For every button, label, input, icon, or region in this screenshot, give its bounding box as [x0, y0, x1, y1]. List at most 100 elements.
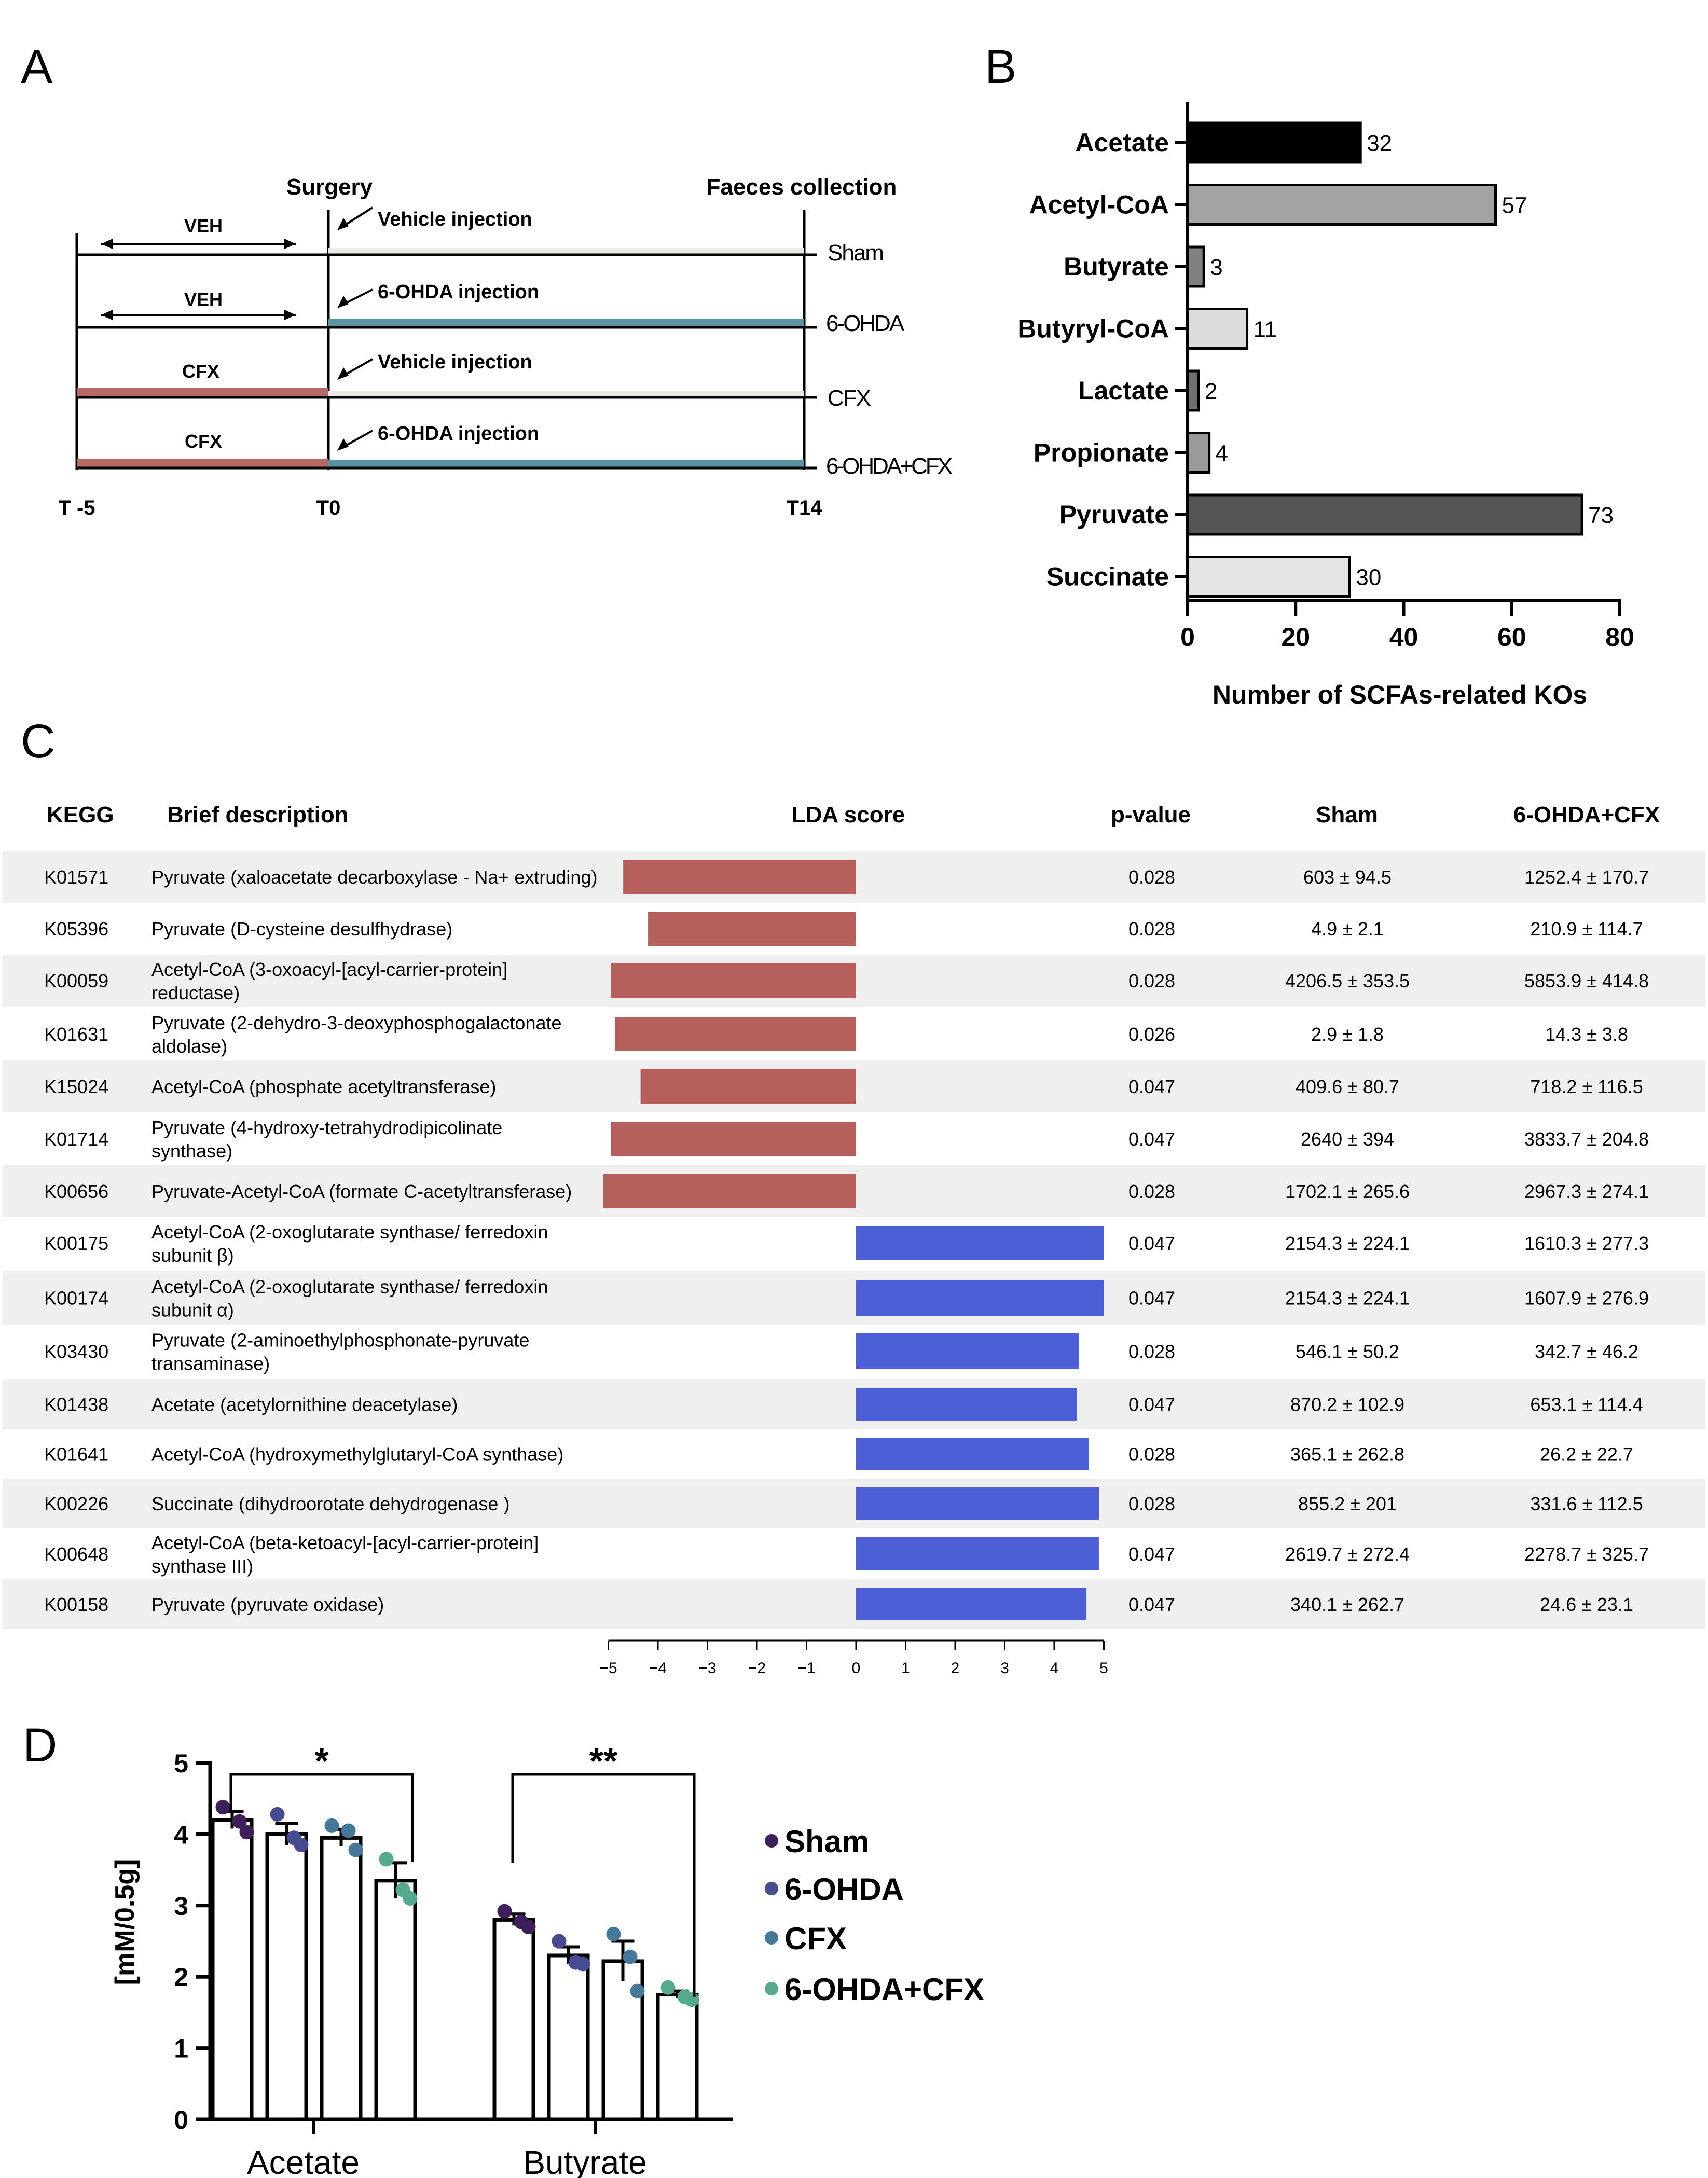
- panel-a-label: A: [21, 40, 53, 93]
- d-data-point: [341, 1823, 356, 1838]
- d-significance-bracket: [229, 1773, 414, 1862]
- b-value-label: 4: [1216, 441, 1228, 466]
- d-significance-bracket: [511, 1773, 696, 1997]
- description-line: Pyruvate (4-hydroxy-tetrahydrodipicolina…: [151, 1117, 502, 1138]
- ohda-cfx-value: 342.7 ± 46.2: [1535, 1341, 1638, 1362]
- ohda-cfx-value: 1252.4 ± 170.7: [1524, 866, 1649, 888]
- injection-arrow: [337, 296, 349, 308]
- b-x-tick-label: 80: [1605, 623, 1634, 652]
- d-legend-marker: [765, 1982, 778, 1995]
- cfx-pretreatment-bar: [77, 388, 328, 397]
- description: Acetate (acetylornithine deacetylase): [151, 1394, 458, 1415]
- group-row-6-ohda-cfx: CFX 6-OHDA injection 6-OHDA+CFX: [77, 423, 955, 479]
- surgery-label: Surgery: [286, 174, 373, 200]
- sham-value: 2154.3 ± 224.1: [1285, 1233, 1410, 1254]
- panel-b-label: B: [985, 40, 1016, 93]
- sham-value: 1702.1 ± 265.6: [1285, 1181, 1410, 1202]
- b-bar: [1186, 245, 1205, 288]
- d-legend-label: 6-OHDA: [784, 1872, 904, 1907]
- lda-bar: [611, 1122, 856, 1156]
- d-data-point: [521, 1920, 536, 1935]
- injection-arrow: [337, 367, 349, 380]
- sham-value: 365.1 ± 262.8: [1290, 1444, 1404, 1465]
- d-y-tick-label: 5: [174, 1749, 188, 1778]
- lda-bar: [611, 963, 856, 998]
- description: Succinate (dihydroorotate dehydrogenase …: [151, 1493, 509, 1514]
- d-data-point: [215, 1800, 230, 1815]
- timepoint-t0: T0: [316, 497, 341, 519]
- d-bar: [320, 1836, 363, 2121]
- ohda-cfx-value: 1607.9 ± 276.9: [1524, 1288, 1649, 1309]
- ohda-cfx-value: 331.6 ± 112.5: [1530, 1493, 1643, 1514]
- kegg-id: K00174: [44, 1288, 108, 1309]
- lda-bar: [856, 1226, 1104, 1260]
- p-value: 0.028: [1128, 1341, 1175, 1362]
- b-bar: [1186, 121, 1362, 164]
- table-row: K01641 Acetyl-CoA (hydroxymethylglutaryl-…: [44, 1438, 1633, 1470]
- sham-value: 855.2 ± 201: [1298, 1493, 1397, 1514]
- b-category-label: Butyryl-CoA: [1017, 314, 1169, 343]
- header-kegg: KEGG: [47, 802, 114, 828]
- description-line: Acetyl-CoA (2-oxoglutarate synthase/ fer…: [151, 1276, 548, 1298]
- b-value-label: 57: [1502, 193, 1527, 218]
- row-shade: [3, 1271, 1705, 1325]
- d-y-tick-label: 2: [174, 1963, 188, 1992]
- p-value: 0.028: [1128, 1181, 1175, 1202]
- table-row: K00059 Acetyl-CoA (3-oxoacyl-[acyl-carrie…: [3, 955, 1705, 1007]
- table-row: K01571 Pyruvate (xaloacetate decarboxylas…: [3, 851, 1705, 903]
- kegg-id: K00059: [44, 970, 108, 991]
- pre-treatment-label: VEH: [184, 289, 223, 310]
- b-value-label: 11: [1254, 317, 1277, 342]
- header-sham: Sham: [1316, 802, 1378, 828]
- lda-bar: [856, 1588, 1087, 1620]
- header-6-ohda-cfx: 6-OHDA+CFX: [1513, 802, 1660, 828]
- d-legend-marker: [765, 1931, 778, 1945]
- panel-a: A Surgery Faeces collection VEH Vehicle …: [21, 40, 955, 519]
- d-legend-label: Sham: [784, 1824, 869, 1859]
- table-row: K00175 Acetyl-CoA (2-oxoglutarate synthas…: [44, 1221, 1649, 1266]
- d-data-point: [575, 1956, 590, 1972]
- pre-treatment-label: VEH: [184, 215, 223, 237]
- group-row-cfx: CFX Vehicle injection CFX: [77, 351, 872, 411]
- table-row: K00648 Acetyl-CoA (beta-ketoacyl-[acyl-ca…: [44, 1532, 1649, 1577]
- sham-value: 603 ± 94.5: [1303, 866, 1392, 888]
- table-header: KEGG Brief description LDA score p-value…: [47, 802, 1660, 828]
- p-value: 0.028: [1128, 1493, 1175, 1514]
- table-row: K00158 Pyruvate (pyruvate oxidase) 0.047 34…: [3, 1579, 1705, 1629]
- description: Pyruvate-Acetyl-CoA (formate C-acetyltra…: [151, 1181, 572, 1202]
- lda-x-tick-label: 2: [951, 1660, 960, 1677]
- sham-value: 2154.3 ± 224.1: [1285, 1288, 1410, 1309]
- b-x-tick-label: 60: [1497, 623, 1526, 652]
- table-row: K03430 Pyruvate (2-aminoethylphosphonate-…: [44, 1330, 1638, 1374]
- p-value: 0.028: [1128, 866, 1175, 888]
- group-label: Sham: [828, 240, 883, 266]
- injection-arrow: [337, 438, 349, 451]
- d-x-tick-label: Butyrate: [523, 2144, 646, 2178]
- table-row: K00226 Succinate (dihydroorotate dehydrog…: [3, 1479, 1705, 1528]
- pre-treatment-label: CFX: [182, 361, 219, 382]
- ohda-cfx-value: 24.6 ± 23.1: [1540, 1594, 1633, 1615]
- description: Pyruvate (D-cysteine desulfhydrase): [151, 918, 452, 940]
- p-value: 0.047: [1128, 1288, 1175, 1309]
- treatment-line: [328, 248, 804, 255]
- description-line: Pyruvate (2-aminoethylphosphonate-pyruva…: [151, 1330, 529, 1351]
- row-shade: [3, 1379, 1705, 1429]
- d-y-axis-label: [mM/0.5g]: [110, 1859, 140, 1986]
- ohda-cfx-value: 5853.9 ± 414.8: [1524, 970, 1649, 991]
- row-shade: [3, 1579, 1705, 1629]
- b-category-label: Lactate: [1078, 376, 1169, 405]
- kegg-id: K01571: [44, 866, 108, 888]
- description-line: synthase): [151, 1140, 232, 1162]
- table-row: K05396 Pyruvate (D-cysteine desulfhydrase…: [44, 912, 1643, 946]
- lda-x-tick-label: 4: [1050, 1660, 1059, 1677]
- panel-d-label: D: [23, 1719, 57, 1772]
- timepoint-t-5: T -5: [58, 497, 95, 519]
- ohda-cfx-value: 210.9 ± 114.7: [1530, 918, 1643, 940]
- table-row: K00656 Pyruvate-Acetyl-CoA (formate C-ace…: [3, 1165, 1705, 1217]
- b-category-label: Succinate: [1046, 562, 1169, 591]
- lda-bar: [614, 1017, 856, 1051]
- timepoint-t14: T14: [787, 497, 823, 519]
- treatment-line: [328, 319, 804, 327]
